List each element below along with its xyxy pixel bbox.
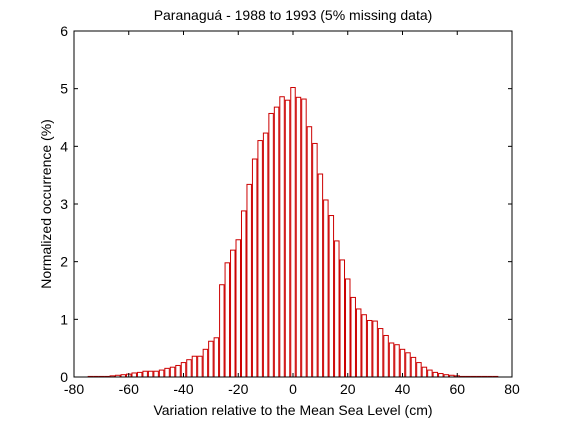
histogram-bar: [147, 370, 154, 378]
histogram-bar: [213, 337, 220, 378]
histogram-bar: [246, 183, 252, 378]
y-tick-label: 4: [60, 138, 68, 154]
histogram-bar: [257, 140, 263, 378]
x-tick-label: -80: [64, 381, 84, 397]
x-tick-label: 20: [340, 381, 356, 397]
histogram-bar: [355, 308, 362, 378]
x-tick-label: 40: [395, 381, 411, 397]
y-tick-label: 2: [60, 254, 68, 270]
histogram-bar: [334, 240, 340, 378]
histogram-bar: [416, 362, 422, 378]
histogram-bar: [339, 259, 346, 378]
x-tick-label: 60: [449, 381, 465, 397]
y-axis-label: Normalized occurrence (%): [38, 119, 54, 289]
x-axis-ticks: -80 -60 -40 -20 0 20 40 60 80: [64, 31, 520, 397]
histogram-bar: [410, 356, 417, 378]
histogram-bar: [202, 348, 209, 378]
histogram-bar: [421, 366, 428, 378]
chart-title: Paranaguá - 1988 to 1993 (5% missing dat…: [154, 7, 433, 23]
histogram-bar: [383, 334, 389, 378]
histogram-bar: [295, 96, 302, 378]
histogram-bar: [427, 369, 433, 378]
histogram-bar: [240, 210, 247, 378]
histogram-bar: [230, 249, 236, 378]
histogram-bar: [224, 262, 231, 378]
histogram-bar: [284, 99, 291, 378]
histogram-bar: [438, 373, 444, 378]
histogram-bar: [208, 340, 214, 378]
histogram-bar: [262, 132, 269, 378]
histogram-bar: [153, 370, 159, 378]
y-tick-label: 5: [60, 81, 68, 97]
histogram-bar: [131, 372, 137, 378]
histogram-bar: [273, 106, 280, 378]
histogram-bar: [317, 173, 324, 378]
histogram-bar: [164, 367, 170, 378]
histogram-bar: [405, 352, 411, 378]
histogram-bar: [191, 355, 198, 378]
histogram-bar: [301, 98, 307, 378]
histogram-bar: [394, 344, 400, 378]
histogram-bar: [388, 342, 395, 378]
y-tick-label: 0: [60, 369, 68, 385]
x-tick-label: 0: [289, 381, 297, 397]
histogram-bar: [323, 199, 329, 378]
y-tick-label: 6: [60, 23, 68, 39]
histogram-bar: [175, 364, 181, 378]
histogram-bar: [169, 366, 176, 378]
histogram-bar: [312, 142, 318, 378]
histogram-bar: [306, 126, 313, 378]
histogram-bar: [142, 370, 148, 378]
histogram-bar: [377, 328, 384, 378]
y-tick-label: 3: [60, 196, 68, 212]
histogram-bar: [158, 369, 165, 378]
histogram-bar: [136, 371, 143, 378]
x-tick-label: -40: [173, 381, 193, 397]
histogram-bar: [366, 319, 373, 378]
histogram-bar: [290, 87, 296, 378]
histogram-bar: [328, 215, 335, 378]
histogram-bar: [279, 96, 285, 378]
histogram-bar: [372, 320, 378, 378]
histogram-bar: [251, 158, 258, 378]
y-tick-label: 1: [60, 311, 68, 327]
x-tick-label: 80: [504, 381, 520, 397]
x-tick-label: -20: [228, 381, 248, 397]
histogram-bar: [235, 239, 241, 378]
histogram-bar: [219, 284, 225, 378]
histogram-bar: [186, 359, 192, 378]
y-axis-ticks: 0 1 2 3 4 5 6: [60, 23, 512, 385]
histogram-bar: [345, 278, 351, 378]
histogram-bar: [399, 348, 406, 378]
histogram-bar: [432, 371, 439, 378]
histogram-bar: [350, 296, 356, 378]
histogram-bar: [268, 112, 274, 378]
histogram-bar: [361, 314, 367, 378]
histogram-bar: [197, 355, 203, 378]
x-tick-label: -60: [119, 381, 139, 397]
x-axis-label: Variation relative to the Mean Sea Level…: [153, 402, 432, 418]
